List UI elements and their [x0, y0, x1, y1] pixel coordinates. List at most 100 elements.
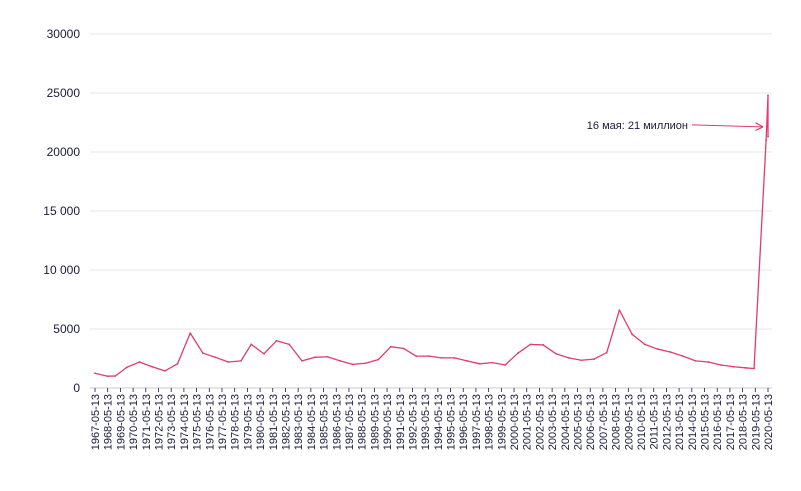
data-point	[529, 343, 532, 346]
y-tick-label: 5000	[53, 322, 80, 336]
data-point	[694, 359, 697, 362]
data-point	[669, 351, 672, 353]
data-point	[631, 333, 634, 336]
data-point	[643, 343, 646, 346]
data-point	[765, 139, 767, 142]
x-tick-label: 1999-05-13	[496, 394, 508, 450]
x-tick-label: 2016-05-13	[712, 394, 724, 450]
x-tick-label: 1990-05-13	[382, 394, 394, 450]
data-point	[339, 359, 341, 362]
data-point	[189, 332, 192, 335]
data-point	[351, 363, 354, 366]
data-point	[580, 359, 583, 362]
x-tick-label: 1980-05-13	[255, 394, 267, 450]
y-tick-label: 30000	[47, 27, 81, 41]
data-point	[555, 352, 557, 355]
data-point	[326, 355, 329, 358]
data-point	[202, 352, 204, 355]
x-tick-label: 2005-05-13	[573, 394, 585, 450]
data-point	[656, 348, 659, 350]
x-tick-label: 2010-05-13	[636, 394, 648, 450]
data-point	[516, 352, 519, 355]
data-point	[106, 375, 109, 378]
data-point	[440, 357, 443, 359]
y-tick-label: 15 000	[43, 204, 80, 218]
x-tick-label: 2013-05-13	[674, 394, 686, 450]
annotation-arrow	[691, 125, 762, 127]
x-tick-label: 1977-05-13	[217, 394, 229, 450]
x-tick-label: 2008-05-13	[611, 394, 623, 450]
x-tick-label: 1986-05-13	[331, 394, 343, 450]
x-tick-label: 1989-05-13	[369, 394, 381, 450]
data-point	[402, 347, 405, 350]
data-point	[250, 343, 253, 346]
data-point	[227, 361, 230, 363]
data-point	[163, 369, 166, 372]
data-point	[114, 375, 117, 377]
data-point	[767, 135, 769, 138]
y-tick-label: 20000	[47, 145, 81, 159]
y-tick-label: 0	[73, 381, 80, 395]
x-tick-label: 2017-05-13	[725, 394, 737, 450]
x-tick-label: 1983-05-13	[293, 394, 305, 450]
data-point	[125, 366, 128, 369]
x-tick-label: 1987-05-13	[344, 394, 356, 450]
data-point	[364, 362, 367, 365]
x-tick-label: 1974-05-13	[179, 394, 191, 450]
x-tick-label: 1976-05-13	[204, 394, 216, 450]
x-tick-label: 1995-05-13	[446, 394, 458, 450]
data-point	[151, 365, 154, 368]
x-tick-label: 2000-05-13	[509, 394, 521, 450]
x-tick-label: 1968-05-13	[103, 394, 115, 450]
data-point	[466, 359, 468, 362]
data-point	[753, 367, 755, 370]
x-tick-label: 2006-05-13	[585, 394, 597, 450]
data-point	[262, 352, 265, 355]
x-tick-label: 1982-05-13	[280, 394, 292, 450]
data-point	[415, 355, 418, 358]
y-tick-label: 10 000	[43, 263, 80, 277]
x-tick-label: 1969-05-13	[115, 394, 127, 450]
x-tick-label: 1997-05-13	[471, 394, 483, 450]
data-point	[214, 356, 217, 359]
data-point	[542, 344, 545, 346]
data-point	[240, 359, 242, 362]
x-tick-label: 2011-05-13	[649, 394, 661, 449]
x-tick-label: 1979-05-13	[242, 394, 254, 450]
x-tick-label: 1998-05-13	[484, 394, 496, 450]
data-point	[453, 357, 456, 359]
data-point	[618, 309, 621, 312]
x-tick-label: 1993-05-13	[420, 394, 432, 450]
data-point	[389, 345, 392, 348]
data-point	[593, 358, 595, 360]
data-point	[720, 364, 722, 366]
data-point	[567, 357, 570, 359]
data-point	[745, 367, 748, 369]
series-line	[94, 94, 769, 377]
x-tick-label: 1967-05-13	[90, 394, 102, 450]
x-tick-label: 1985-05-13	[319, 394, 331, 450]
x-tick-label: 2009-05-13	[623, 394, 635, 450]
data-point	[94, 372, 96, 375]
x-tick-label: 1973-05-13	[166, 394, 178, 450]
data-point	[176, 362, 179, 365]
x-tick-label: 2015-05-13	[700, 394, 712, 450]
x-tick-label: 1991-05-13	[395, 394, 407, 450]
data-point	[478, 362, 481, 365]
data-point	[605, 351, 608, 354]
x-tick-label: 2007-05-13	[598, 394, 610, 450]
x-tick-label: 2001-05-13	[522, 394, 534, 450]
data-point	[313, 356, 316, 359]
data-point	[377, 358, 380, 361]
data-point	[682, 355, 684, 358]
x-tick-label: 2002-05-13	[534, 394, 546, 450]
x-tick-label: 2014-05-13	[687, 394, 699, 450]
y-tick-label: 25000	[47, 86, 81, 100]
x-tick-label: 1972-05-13	[153, 394, 165, 450]
x-tick-label: 1971-05-13	[141, 394, 153, 450]
x-tick-label: 1975-05-13	[192, 394, 204, 450]
x-tick-label: 1984-05-13	[306, 394, 318, 450]
x-tick-label: 1994-05-13	[433, 394, 445, 450]
x-tick-label: 1996-05-13	[458, 394, 470, 450]
